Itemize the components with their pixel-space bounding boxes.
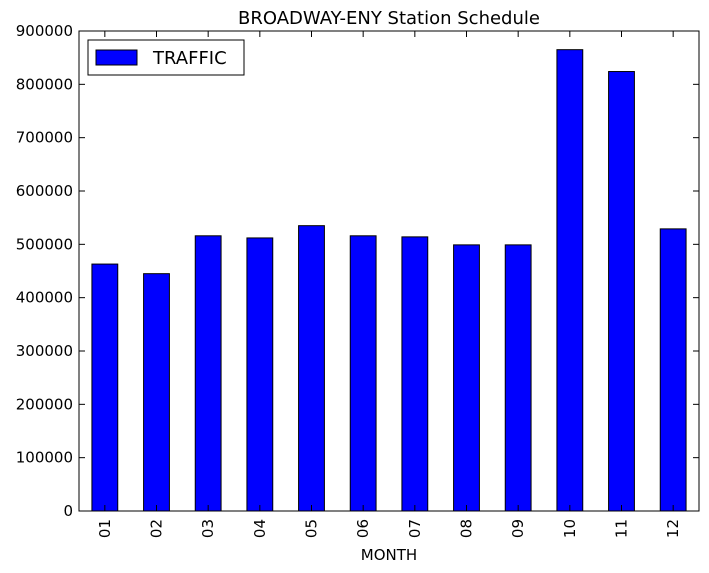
bar-08 [453, 244, 480, 512]
x-tick-label: 09 [509, 519, 527, 538]
x-axis: 01 02 03 04 05 06 07 08 09 10 11 12 [96, 31, 682, 538]
plot-frame [78, 30, 700, 512]
x-tick-label: 04 [251, 519, 269, 538]
bar-01 [91, 263, 119, 512]
bar-10 [556, 49, 584, 512]
y-tick-label: 900000 [16, 22, 73, 40]
bar-03 [194, 235, 222, 512]
y-tick-label: 700000 [16, 129, 73, 147]
y-axis: 0 100000 200000 300000 400000 500000 600000 700… [16, 22, 699, 520]
x-tick-label: 02 [148, 519, 166, 538]
legend-label: TRAFFIC [152, 48, 227, 69]
x-tick-label: 11 [613, 519, 631, 538]
x-tick-label: 01 [96, 519, 114, 538]
x-tick-label: 06 [354, 519, 372, 538]
legend: TRAFFIC [87, 39, 245, 76]
x-axis-label: MONTH [361, 546, 417, 564]
bar-07 [401, 236, 429, 512]
x-tick-label: 07 [406, 519, 424, 538]
x-tick-label: 10 [561, 519, 579, 538]
bar-06 [349, 235, 377, 512]
chart-title: BROADWAY-ENY Station Schedule [238, 8, 540, 29]
bar-11 [608, 71, 635, 512]
bar-12 [659, 228, 687, 512]
x-tick-label: 03 [199, 519, 217, 538]
bar-09 [504, 244, 532, 512]
bar-04 [246, 237, 274, 512]
y-tick-label: 800000 [16, 75, 73, 93]
y-tick-label: 100000 [16, 449, 73, 467]
legend-swatch [95, 49, 138, 66]
x-tick-label: 12 [664, 519, 682, 538]
bar-05 [298, 225, 325, 512]
x-tick-label: 05 [303, 519, 321, 538]
y-tick-label: 400000 [16, 289, 73, 307]
y-tick-label: 500000 [16, 235, 73, 253]
y-tick-label: 0 [63, 502, 73, 520]
x-tick-label: 08 [458, 519, 476, 538]
bar-02 [143, 273, 170, 512]
bars-group [91, 49, 687, 512]
y-tick-label: 200000 [16, 395, 73, 413]
y-tick-label: 600000 [16, 182, 73, 200]
y-tick-label: 300000 [16, 342, 73, 360]
